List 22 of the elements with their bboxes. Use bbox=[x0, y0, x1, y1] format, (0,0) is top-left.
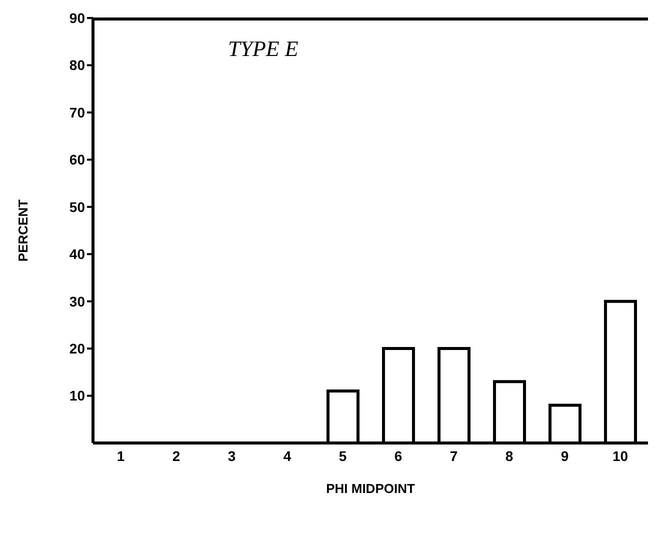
y-tick-label: 50 bbox=[69, 198, 86, 215]
x-axis-title: PHI MIDPOINT bbox=[326, 481, 415, 496]
x-tick-label: 2 bbox=[172, 448, 180, 464]
y-tick-label: 40 bbox=[69, 246, 86, 262]
x-tick-label: 1 bbox=[116, 448, 125, 464]
x-tick-label: 8 bbox=[505, 448, 514, 464]
x-tick-label: 3 bbox=[228, 448, 236, 464]
x-tick-label: 10 bbox=[612, 448, 628, 464]
x-tick-label: 6 bbox=[394, 448, 402, 464]
y-tick-label: 10 bbox=[69, 388, 86, 404]
x-tick-label: 5 bbox=[338, 448, 347, 464]
x-tick-label: 4 bbox=[283, 448, 292, 464]
y-tick-label: 20 bbox=[69, 340, 86, 357]
x-tick-label: 9 bbox=[560, 448, 569, 464]
y-tick-label: 70 bbox=[69, 104, 86, 120]
x-tick-label: 7 bbox=[450, 448, 458, 464]
y-tick-label: 60 bbox=[69, 152, 86, 168]
y-tick-label: 90 bbox=[69, 10, 86, 26]
text: TYPE E bbox=[228, 36, 298, 62]
y-tick-label: 80 bbox=[69, 57, 86, 74]
y-axis-title: PERCENT bbox=[16, 199, 31, 262]
y-tick-label: 30 bbox=[69, 293, 86, 310]
